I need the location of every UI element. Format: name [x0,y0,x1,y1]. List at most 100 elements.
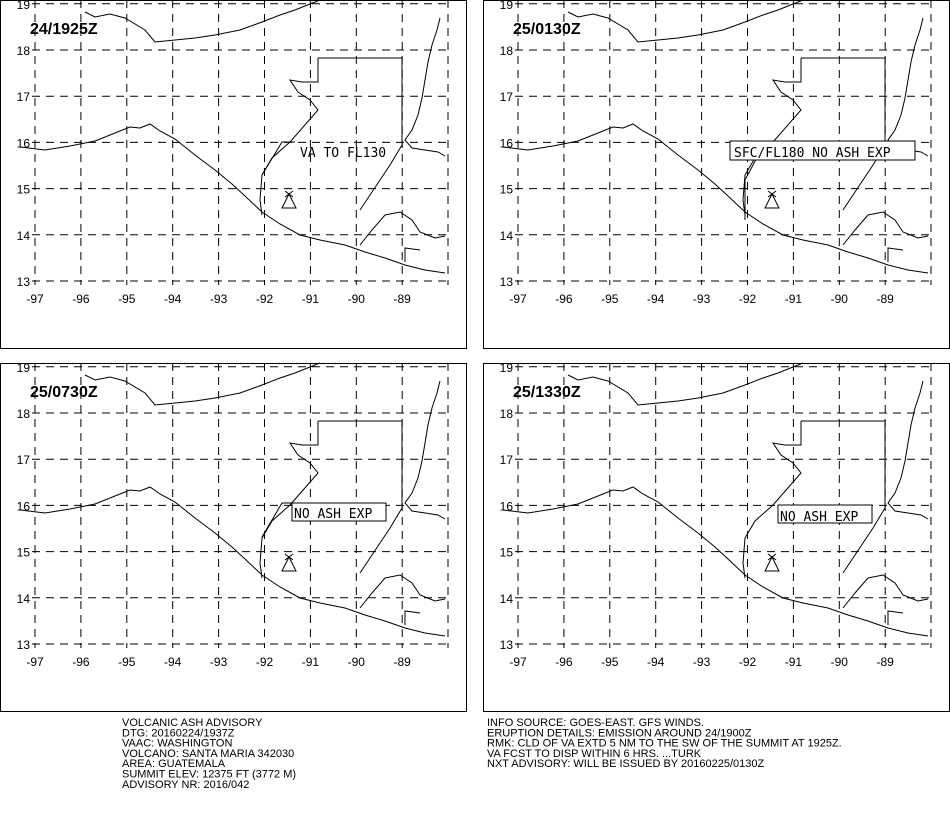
volcano-symbol [281,553,297,572]
advisory-line: RMK: CLD OF VA EXTD 5 NM TO THE SW OF TH… [487,738,842,750]
advisory-line: VAAC: WASHINGTON [122,738,232,750]
coastline [19,0,446,274]
lon-tick-label: -96 [555,655,573,669]
annotation: VA TO FL130 [300,146,386,161]
annotation: NO ASH EXP [294,507,372,522]
lat-tick-label: 18 [17,407,31,421]
lon-tick-label: -95 [601,655,619,669]
volcano-symbol [764,553,780,572]
lat-tick-label: 17 [500,453,514,467]
lon-tick-label: -93 [693,655,711,669]
coastline [19,362,446,637]
annotation-box [777,504,873,524]
lat-tick-label: 18 [500,44,514,58]
lon-tick-label: -90 [831,655,849,669]
lon-tick-label: -93 [210,292,228,306]
ash-polygon [261,502,292,538]
lon-tick-label: -92 [256,292,274,306]
panel-frame [0,363,467,712]
lon-tick-label: -96 [72,292,90,306]
lon-tick-label: -94 [164,292,182,306]
advisory-line: ADVISORY NR: 2016/042 [122,779,249,791]
lat-tick-label: 19 [500,0,514,12]
lon-tick-label: -96 [72,655,90,669]
lat-tick-label: 14 [17,592,31,606]
map-panel: -97 -96 -95 -94 -93 -92 -91 -90 -891314151617181… [0,0,467,349]
lat-tick-label: 18 [500,407,514,421]
annotation: NO ASH EXP [780,510,858,525]
lon-tick-label: -91 [785,292,803,306]
lon-tick-label: -89 [394,655,412,669]
lat-tick-label: 14 [500,592,514,606]
valid-time: 25/1330Z [513,384,581,401]
lon-tick-label: -90 [348,292,366,306]
volcano-symbol [764,190,780,209]
panel-frame [0,0,467,349]
lon-tick-label: -94 [647,655,665,669]
lat-tick-label: 14 [17,229,31,243]
lon-tick-label: -97 [26,655,44,669]
lat-tick-label: 17 [500,90,514,104]
lat-tick-label: 15 [17,546,31,560]
lon-tick-label: -94 [164,655,182,669]
lon-tick-label: -90 [831,292,849,306]
lon-tick-label: -96 [555,292,573,306]
lon-tick-label: -92 [739,292,757,306]
annotation-box [729,140,916,161]
advisory-line: AREA: GUATEMALA [122,758,226,770]
lat-tick-label: 15 [500,546,514,560]
lon-tick-label: -95 [601,292,619,306]
lon-tick-label: -97 [509,655,527,669]
advisory-line: ERUPTION DETAILS: EMISSION AROUND 24/190… [487,727,752,739]
advisory-line: INFO SOURCE: GOES-EAST. GFS WINDS. [487,717,704,729]
map-panel: -97 -96 -95 -94 -93 -92 -91 -90 -891314151617181… [0,361,467,712]
ash-polygon [261,141,295,176]
lat-tick-label: 13 [500,275,514,289]
lat-tick-label: 13 [17,638,31,652]
coastline [502,362,929,637]
lon-tick-label: -91 [785,655,803,669]
lon-tick-label: -95 [118,292,136,306]
annotation: SFC/FL180 NO ASH EXP [734,146,891,161]
lat-tick-label: 17 [17,90,31,104]
lat-tick-label: 18 [17,44,31,58]
lon-tick-label: -89 [877,655,895,669]
lon-tick-label: -90 [348,655,366,669]
lat-tick-label: 17 [17,453,31,467]
lat-tick-label: 19 [17,361,31,375]
map-panel: -97 -96 -95 -94 -93 -92 -91 -90 -891314151617181… [483,361,950,712]
lat-tick-label: 13 [500,638,514,652]
advisory-line: NXT ADVISORY: WILL BE ISSUED BY 20160225… [487,758,764,770]
advisory-line: VA FCST TO DISP WITHIN 6 HRS. ...TURK [487,748,702,760]
advisory-line: VOLCANO: SANTA MARIA 342030 [122,748,294,760]
annotation-box [291,502,387,522]
valid-time: 25/0730Z [30,384,98,401]
advisory-line: DTG: 20160224/1937Z [122,727,235,739]
lon-tick-label: -93 [210,655,228,669]
coastline [502,0,929,274]
lon-tick-label: -93 [693,292,711,306]
lat-tick-label: 14 [500,229,514,243]
advisory-line: VOLCANIC ASH ADVISORY [122,717,263,729]
lon-tick-label: -89 [394,292,412,306]
lon-tick-label: -95 [118,655,136,669]
lat-tick-label: 15 [500,183,514,197]
volcano-symbol [281,190,297,209]
advisory-line: SUMMIT ELEV: 12375 FT (3772 M) [122,769,296,781]
lon-tick-label: -94 [647,292,665,306]
lon-tick-label: -92 [256,655,274,669]
lat-tick-label: 19 [500,361,514,375]
lon-tick-label: -97 [26,292,44,306]
lat-tick-label: 15 [17,183,31,197]
lat-tick-label: 19 [17,0,31,12]
valid-time: 25/0130Z [513,21,581,38]
map-panel: -97 -96 -95 -94 -93 -92 -91 -90 -891314151617181… [483,0,950,349]
valid-time: 24/1925Z [30,21,98,38]
lon-tick-label: -97 [509,292,527,306]
lon-tick-label: -91 [302,655,320,669]
lon-tick-label: -92 [739,655,757,669]
lon-tick-label: -89 [877,292,895,306]
lon-tick-label: -91 [302,292,320,306]
lat-tick-label: 13 [17,275,31,289]
